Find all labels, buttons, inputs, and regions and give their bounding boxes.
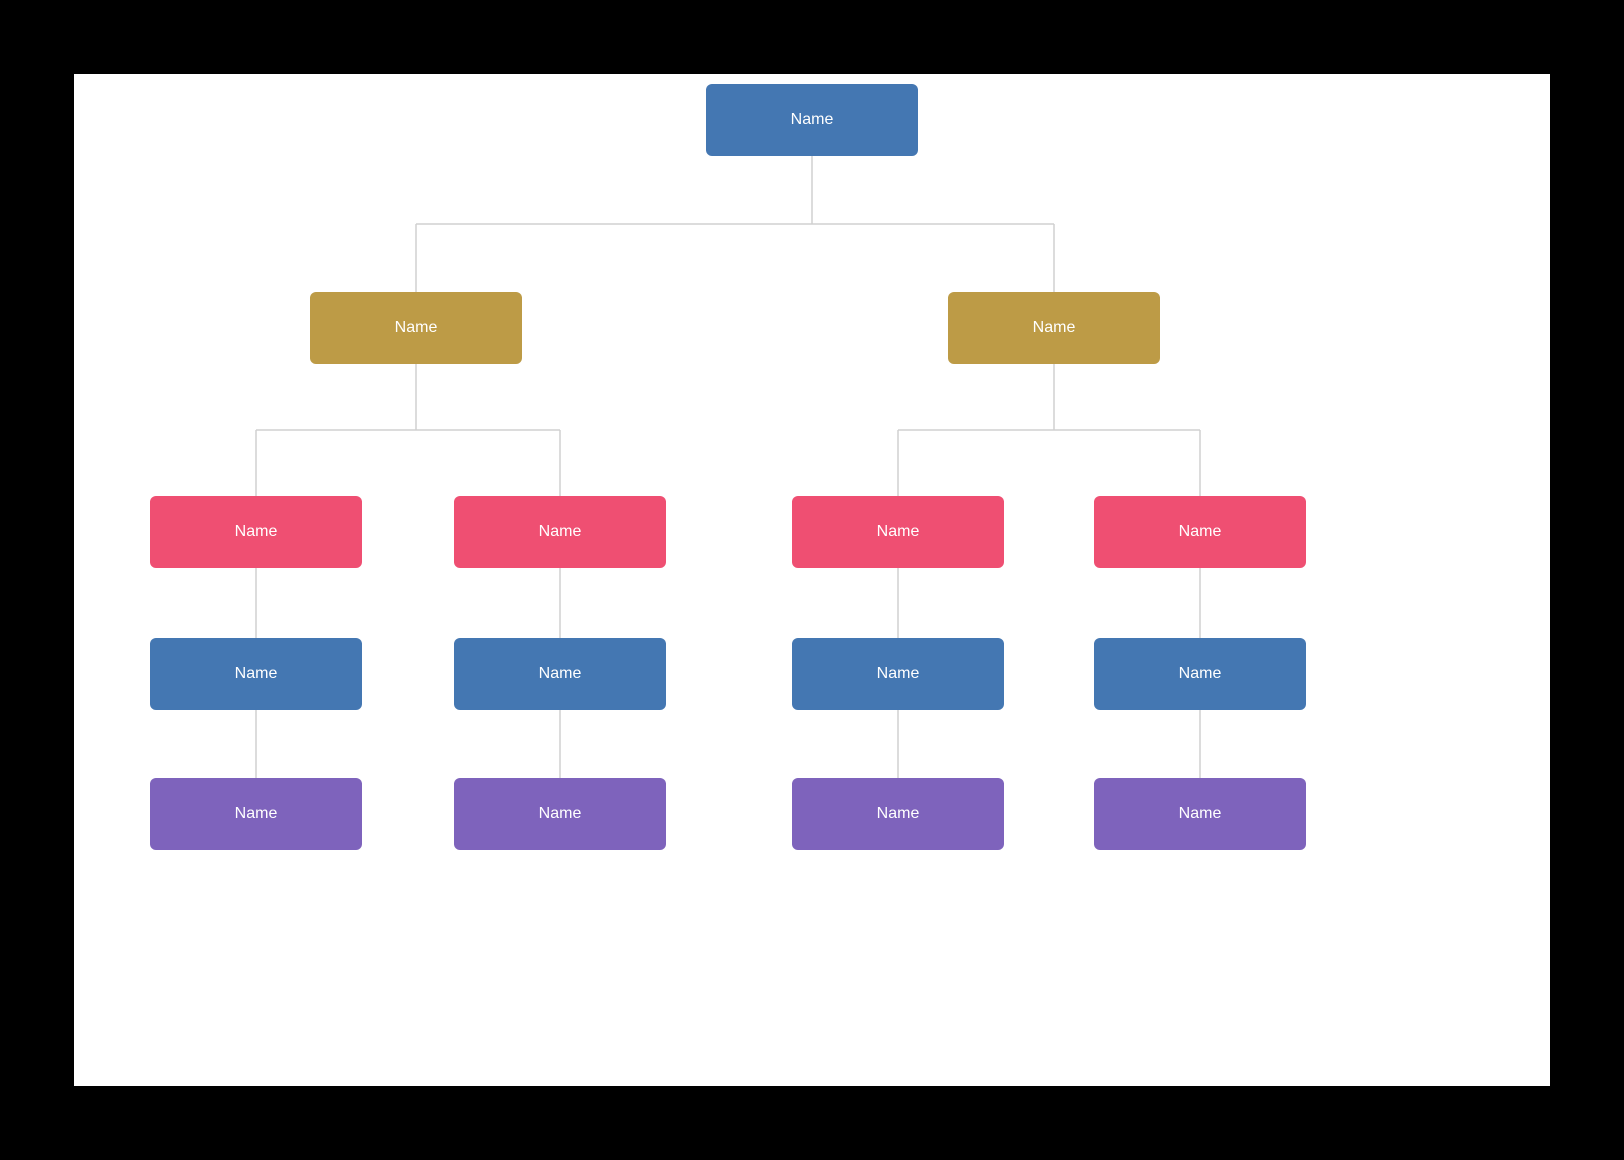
org-node-label: Name (1179, 665, 1222, 683)
connector-layer (74, 74, 1550, 1086)
org-node-label: Name (235, 665, 278, 683)
org-node-l3c[interactable]: Name (792, 496, 1004, 568)
org-node-l5a[interactable]: Name (150, 778, 362, 850)
org-node-label: Name (539, 523, 582, 541)
org-node-label: Name (1033, 319, 1076, 337)
org-node-l4d[interactable]: Name (1094, 638, 1306, 710)
org-node-label: Name (877, 665, 920, 683)
org-node-label: Name (1179, 523, 1222, 541)
org-node-label: Name (235, 805, 278, 823)
org-node-l4b[interactable]: Name (454, 638, 666, 710)
org-node-l5d[interactable]: Name (1094, 778, 1306, 850)
org-node-l4c[interactable]: Name (792, 638, 1004, 710)
org-node-label: Name (877, 805, 920, 823)
org-node-label: Name (539, 805, 582, 823)
org-node-l4a[interactable]: Name (150, 638, 362, 710)
org-node-l5b[interactable]: Name (454, 778, 666, 850)
org-node-root[interactable]: Name (706, 84, 918, 156)
diagram-canvas: Name Name Name Name Name Name Name Name Name Name… (74, 74, 1550, 1086)
org-node-label: Name (1179, 805, 1222, 823)
org-node-label: Name (877, 523, 920, 541)
org-node-l3a[interactable]: Name (150, 496, 362, 568)
org-node-l3d[interactable]: Name (1094, 496, 1306, 568)
org-node-label: Name (791, 111, 834, 129)
org-node-l2b[interactable]: Name (948, 292, 1160, 364)
org-node-label: Name (539, 665, 582, 683)
org-node-l3b[interactable]: Name (454, 496, 666, 568)
org-node-l5c[interactable]: Name (792, 778, 1004, 850)
org-node-l2a[interactable]: Name (310, 292, 522, 364)
org-node-label: Name (235, 523, 278, 541)
org-node-label: Name (395, 319, 438, 337)
